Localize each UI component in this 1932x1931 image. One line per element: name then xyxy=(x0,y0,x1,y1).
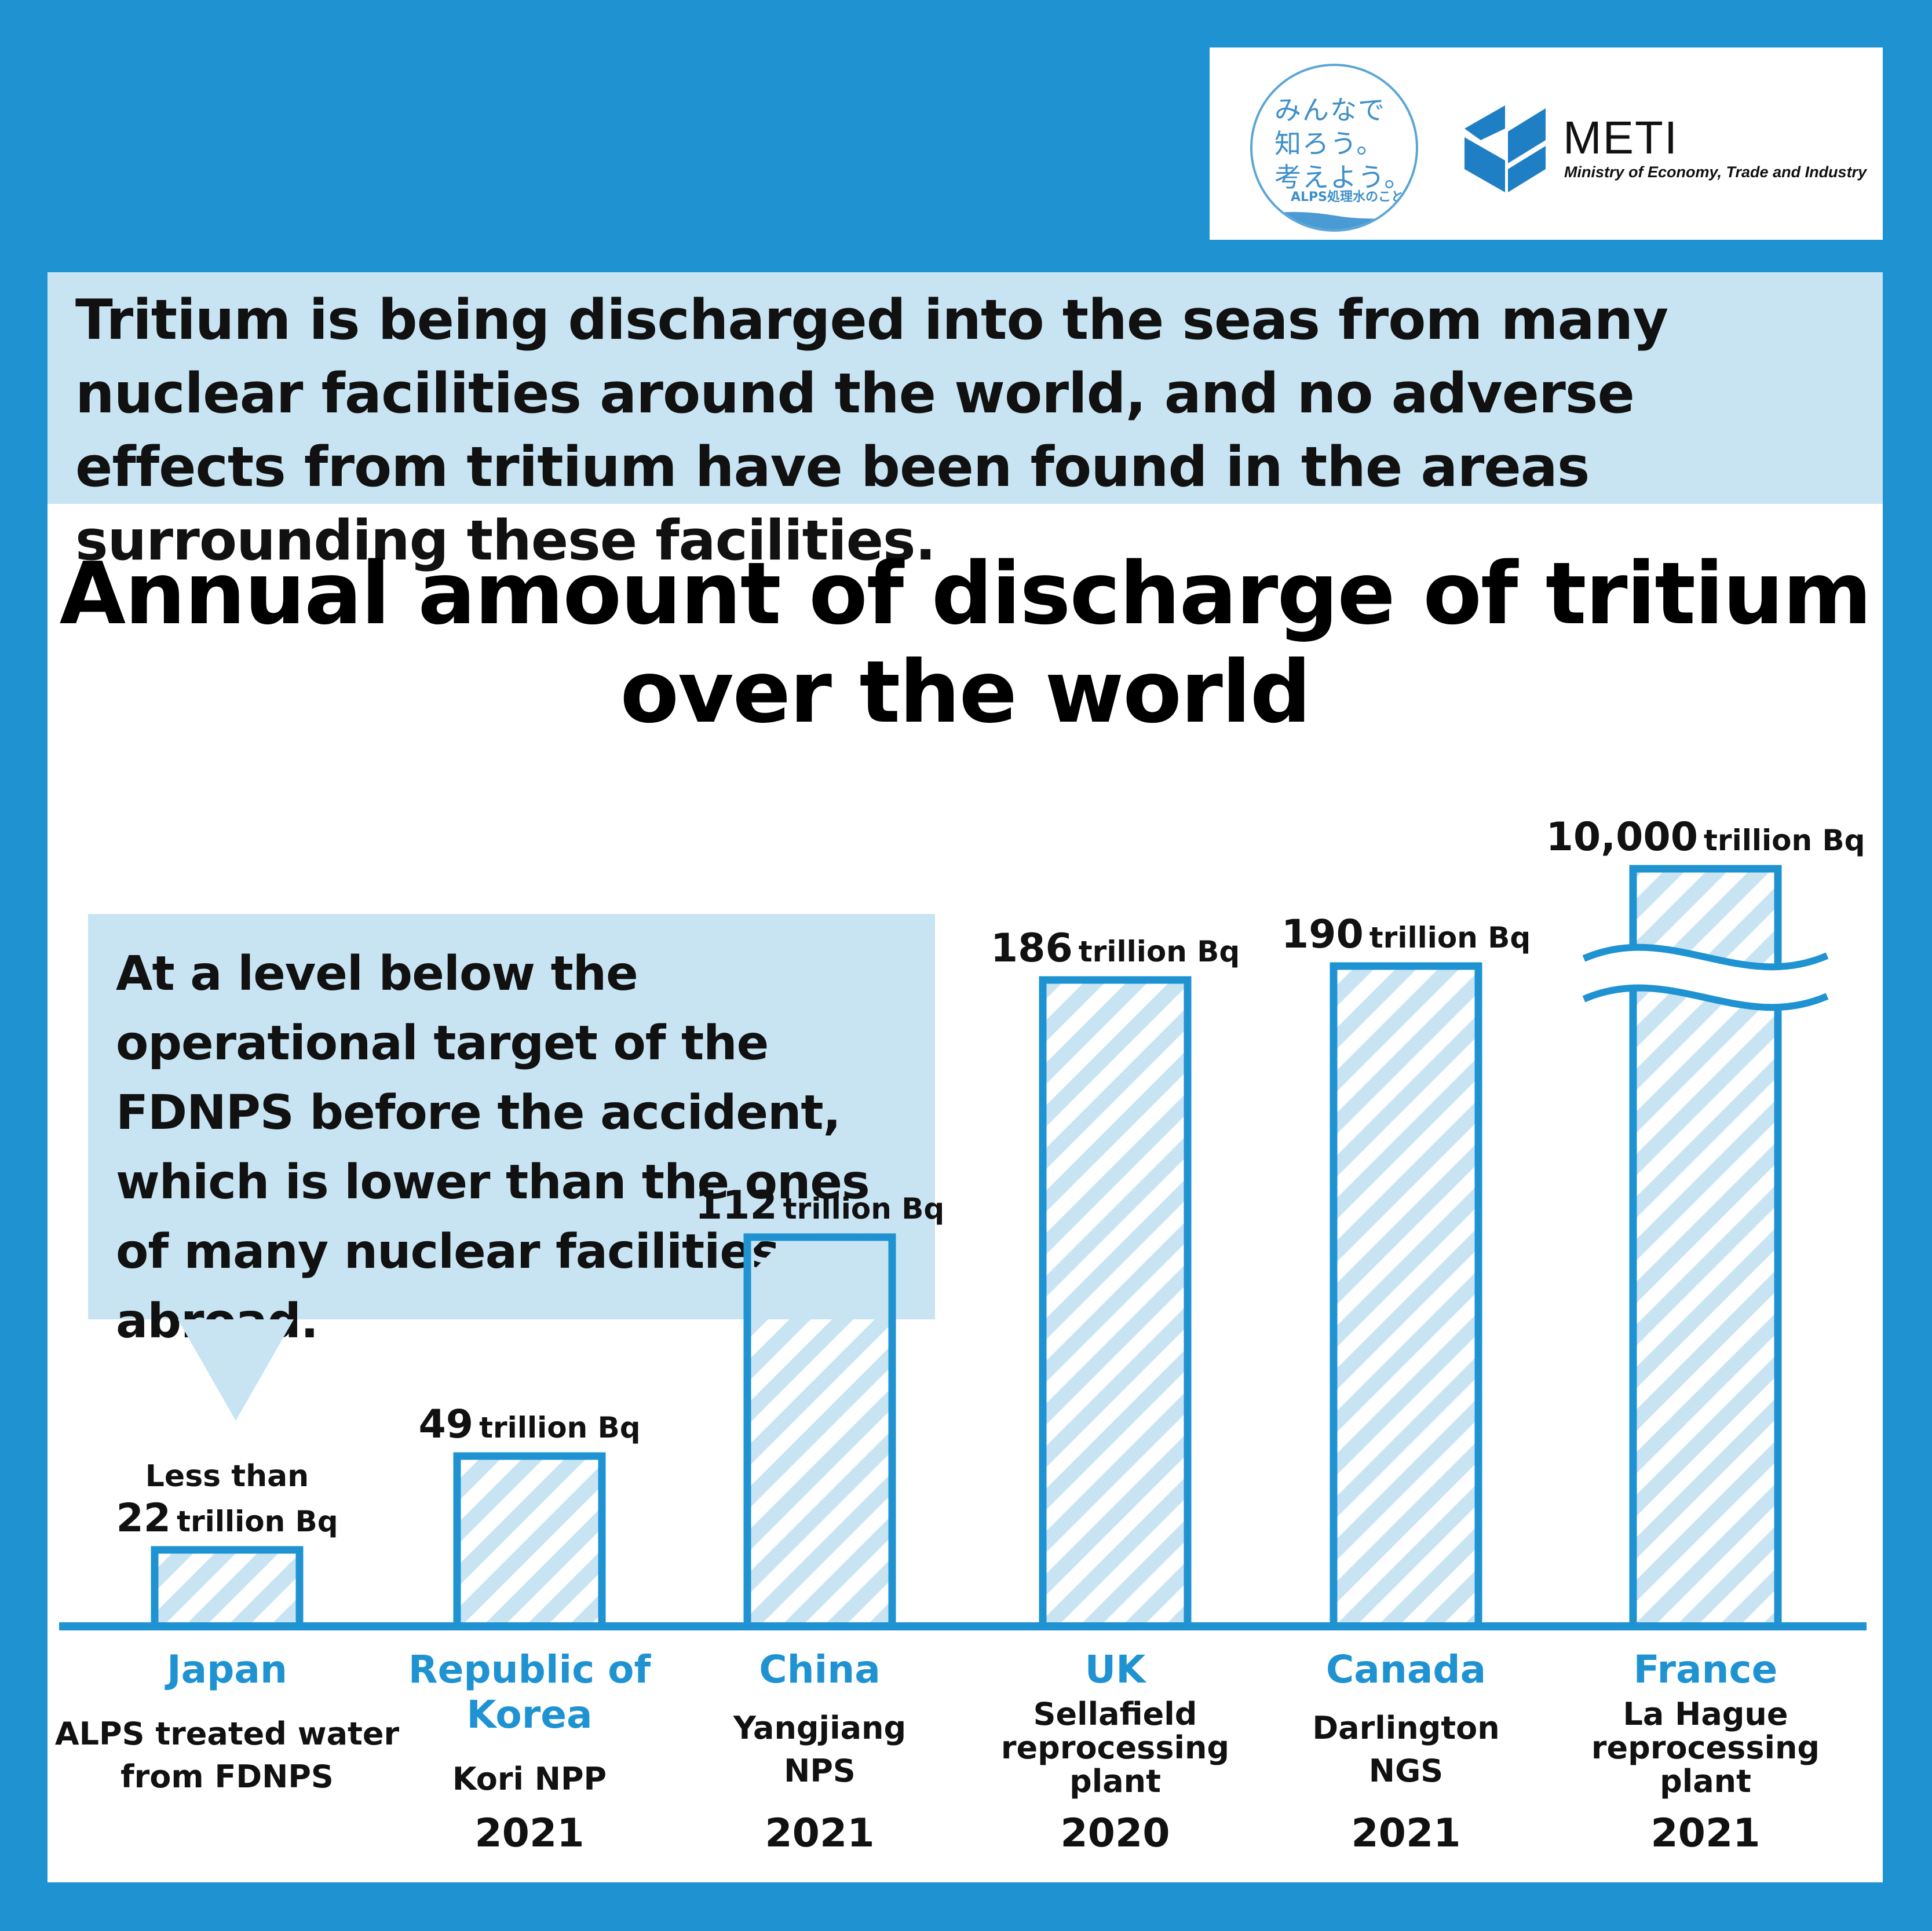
facility-label: Yangjiang xyxy=(733,1710,906,1746)
bar xyxy=(151,1546,304,1630)
alps-campaign-logo: みんなで 知ろう。 考えよう。 ALPS処理水のこと xyxy=(1250,64,1418,232)
bar-value-label: 22 trillion Bq xyxy=(116,1495,338,1541)
main-panel: Tritium is being discharged into the sea… xyxy=(48,272,1883,1882)
facility-label: reprocessing xyxy=(1001,1729,1229,1766)
headline-banner xyxy=(48,272,1883,504)
year-label: 2021 xyxy=(1650,1811,1760,1856)
year-label: 2020 xyxy=(1060,1811,1170,1856)
facility-label: Kori NPP xyxy=(452,1761,607,1797)
bar xyxy=(743,1233,896,1630)
country-label: UK xyxy=(1085,1647,1148,1692)
bar-value-label: 49 trillion Bq xyxy=(418,1402,640,1447)
bar-value-label: 10,000 trillion Bq xyxy=(1546,814,1865,860)
country-label: Korea xyxy=(466,1692,592,1737)
meti-subtitle: Ministry of Economy, Trade and Industry xyxy=(1564,163,1867,181)
facility-label: Sellafield xyxy=(1033,1696,1197,1732)
facility-label: from FDNPS xyxy=(120,1758,334,1795)
facility-label: plant xyxy=(1660,1763,1751,1800)
logo-box: みんなで 知ろう。 考えよう。 ALPS処理水のこと METI Ministry… xyxy=(1210,47,1883,240)
facility-label: NGS xyxy=(1369,1753,1443,1789)
jp-logo-line-2: 知ろう。 xyxy=(1274,128,1385,159)
callout-pointer xyxy=(178,1319,294,1421)
country-label: Republic of xyxy=(408,1647,652,1692)
year-label: 2021 xyxy=(765,1811,874,1856)
year-label: 2021 xyxy=(1351,1811,1460,1856)
facility-label: ALPS treated water xyxy=(55,1716,400,1752)
axis-break-icon xyxy=(1582,943,1829,971)
country-label: France xyxy=(1634,1647,1778,1692)
jp-logo-line-3: 考えよう。 xyxy=(1274,162,1412,193)
facility-label: reprocessing xyxy=(1591,1729,1820,1766)
bar xyxy=(453,1452,606,1630)
axis-break-icon xyxy=(1582,984,1829,1011)
year-label: 2021 xyxy=(474,1811,584,1856)
facility-label: Darlington xyxy=(1312,1710,1499,1746)
facility-label: La Hague xyxy=(1623,1696,1788,1732)
axis-break-gap xyxy=(1584,947,1827,1008)
country-label: Canada xyxy=(1326,1647,1486,1692)
wave-icon xyxy=(1252,212,1416,229)
country-label: China xyxy=(759,1647,881,1692)
bar-value-label: 190 trillion Bq xyxy=(1281,912,1531,957)
country-label: Japan xyxy=(165,1647,287,1692)
facility-label: NPS xyxy=(784,1753,856,1789)
headline: Tritium is being discharged into the sea… xyxy=(75,288,1668,573)
chart-title: Annual amount of discharge of tritium ov… xyxy=(59,544,1872,742)
jp-logo-small: ALPS処理水のこと xyxy=(1291,190,1404,204)
bar xyxy=(1330,962,1482,1630)
bar-value-label: 186 trillion Bq xyxy=(991,926,1240,971)
meti-name: METI xyxy=(1563,112,1679,163)
jp-logo-line-1: みんなで xyxy=(1274,94,1386,126)
bar xyxy=(1039,976,1192,1630)
bar-value-prefix: Less than xyxy=(145,1459,309,1494)
bar-value-label: 112 trillion Bq xyxy=(695,1183,944,1228)
facility-label: plant xyxy=(1069,1763,1161,1800)
meti-logo-icon xyxy=(1464,105,1546,192)
